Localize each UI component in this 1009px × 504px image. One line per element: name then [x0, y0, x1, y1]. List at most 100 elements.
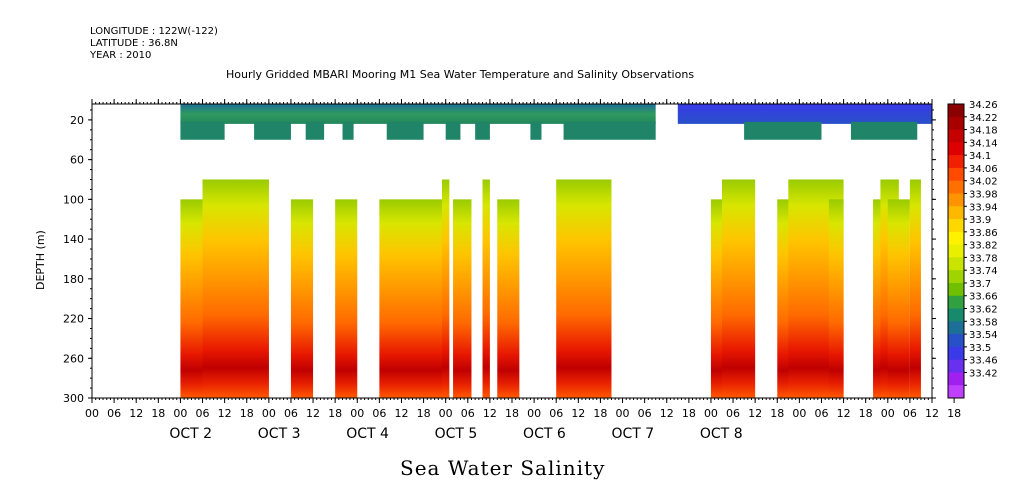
y-axis-label: DEPTH (m): [34, 230, 47, 290]
colorbar-label-4: 34.1: [969, 151, 991, 162]
year-label: YEAR : 2010: [90, 50, 152, 61]
y-tick-label-20: 20: [70, 114, 84, 127]
x-tick-label-0: 00: [85, 407, 99, 420]
colorbar-cell-22: [948, 385, 964, 399]
x-tick-label-36: 00: [881, 407, 895, 420]
colorbar-cell-11: [948, 244, 964, 258]
x-tick-label-14: 12: [394, 407, 408, 420]
x-tick-label-8: 00: [262, 407, 276, 420]
colorbar-label-1: 34.22: [969, 113, 998, 124]
surface-row2-2: [305, 121, 325, 140]
surface-band-0: [180, 104, 656, 124]
y-tick-label-300: 300: [63, 392, 84, 405]
deep-cell-3: [290, 199, 314, 398]
x-tick-label-28: 00: [704, 407, 718, 420]
colorbar-cell-17: [948, 321, 964, 335]
x-tick-label-39: 18: [947, 407, 961, 420]
surface-row2-3: [342, 121, 354, 140]
x-tick-label-16: 00: [439, 407, 453, 420]
x-tick-label-38: 12: [925, 407, 939, 420]
x-tick-label-11: 18: [328, 407, 342, 420]
deep-cell-19: [909, 179, 921, 398]
surface-row2-0: [180, 121, 225, 140]
deep-cell-12: [722, 179, 756, 398]
day-label-4: OCT 6: [523, 426, 566, 442]
x-tick-label-33: 06: [814, 407, 828, 420]
surface-row2-9: [744, 121, 822, 140]
x-tick-label-31: 18: [770, 407, 784, 420]
colorbar-label-8: 33.94: [969, 202, 998, 213]
colorbar-label-19: 33.5: [969, 343, 991, 354]
colorbar-label-13: 33.74: [969, 266, 998, 277]
colorbar-cell-18: [948, 334, 964, 348]
x-tick-label-35: 18: [859, 407, 873, 420]
x-tick-label-24: 00: [616, 407, 630, 420]
deep-cell-8: [482, 179, 490, 398]
x-tick-label-4: 00: [173, 407, 187, 420]
colorbar-cell-5: [948, 167, 964, 182]
colorbar-cell-20: [948, 359, 964, 373]
colorbar-cell-12: [948, 257, 964, 271]
x-tick-label-23: 18: [593, 407, 607, 420]
colorbar-label-20: 33.46: [969, 356, 998, 367]
surface-row2-5: [445, 121, 461, 140]
colorbar-cell-0: [948, 104, 964, 118]
colorbar-cell-13: [948, 270, 964, 284]
surface-band-1: [677, 104, 932, 124]
x-tick-label-18: 12: [483, 407, 497, 420]
x-tick-label-22: 12: [571, 407, 585, 420]
colorbar-cell-1: [948, 116, 964, 131]
latitude-label: LATITUDE : 36.8N: [90, 38, 178, 49]
deep-cell-6: [442, 179, 450, 398]
x-tick-label-5: 06: [196, 407, 210, 420]
chart-title: Hourly Gridded MBARI Mooring M1 Sea Wate…: [226, 68, 695, 81]
colorbar-label-17: 33.58: [969, 317, 998, 328]
x-tick-label-25: 06: [638, 407, 652, 420]
deep-cell-2: [224, 179, 269, 398]
surface-row2-7: [530, 121, 542, 140]
colorbar-label-9: 33.9: [969, 215, 991, 226]
x-tick-label-2: 12: [129, 407, 143, 420]
x-tick-label-30: 12: [748, 407, 762, 420]
colorbar-label-5: 34.06: [969, 164, 998, 175]
x-tick-label-29: 06: [726, 407, 740, 420]
y-tick-label-260: 260: [63, 352, 84, 365]
x-tick-label-19: 18: [505, 407, 519, 420]
surface-row2-4: [386, 121, 424, 140]
colorbar-label-14: 33.7: [969, 279, 991, 290]
day-label-3: OCT 5: [435, 426, 478, 442]
colorbar-cell-9: [948, 219, 964, 233]
colorbar-cell-7: [948, 193, 964, 207]
day-label-2: OCT 4: [346, 426, 389, 442]
deep-cell-15: [828, 199, 844, 398]
surface-row2-10: [850, 121, 918, 140]
colorbar-label-15: 33.66: [969, 292, 998, 303]
y-tick-label-180: 180: [63, 273, 84, 286]
deep-cell-7: [453, 199, 472, 398]
colorbar-label-0: 34.26: [969, 100, 998, 111]
colorbar-label-2: 34.18: [969, 126, 998, 137]
colorbar-label-12: 33.78: [969, 253, 998, 264]
colorbar-label-7: 33.98: [969, 189, 998, 200]
colorbar-cell-19: [948, 346, 964, 361]
x-tick-label-15: 18: [417, 407, 431, 420]
surface-row2-6: [475, 121, 490, 140]
x-tick-label-6: 12: [218, 407, 232, 420]
x-tick-label-3: 18: [151, 407, 165, 420]
surface-row2-1: [254, 121, 291, 140]
y-tick-label-100: 100: [63, 193, 84, 206]
colorbar-cell-21: [948, 372, 964, 386]
colorbar-cell-14: [948, 282, 964, 297]
x-tick-label-21: 06: [549, 407, 563, 420]
x-tick-label-17: 06: [461, 407, 475, 420]
deep-cell-18: [887, 199, 910, 398]
deep-cell-10: [556, 179, 612, 398]
colorbar-label-11: 33.82: [969, 241, 998, 252]
x-tick-label-9: 06: [284, 407, 298, 420]
colorbar-cell-6: [948, 180, 964, 194]
x-tick-label-20: 00: [527, 407, 541, 420]
day-label-0: OCT 2: [169, 426, 212, 442]
colorbar-label-6: 34.02: [969, 177, 998, 188]
variable-title: Sea Water Salinity: [400, 456, 606, 480]
